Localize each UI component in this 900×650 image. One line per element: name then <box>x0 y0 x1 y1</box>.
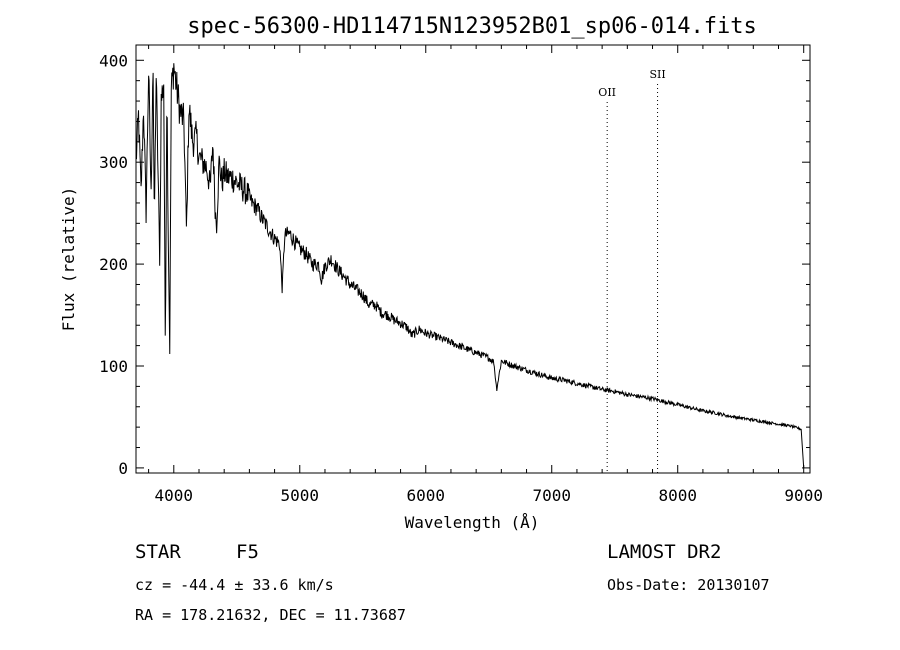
spectrum-line <box>135 63 805 468</box>
x-tick-label: 7000 <box>532 486 571 505</box>
coordinates: RA = 178.21632, DEC = 11.73687 <box>135 606 406 624</box>
x-tick-label: 6000 <box>406 486 445 505</box>
y-axis: 0 100 200 300 400 <box>99 51 810 478</box>
x-tick-label: 4000 <box>155 486 194 505</box>
y-tick-label: 100 <box>99 357 128 376</box>
x-tick-label: 9000 <box>784 486 823 505</box>
x-axis: 4000 5000 6000 7000 8000 9000 <box>148 45 823 505</box>
y-tick-label: 0 <box>118 459 128 478</box>
x-axis-label: Wavelength (Å) <box>405 513 540 532</box>
y-axis-label: Flux (relative) <box>59 187 78 332</box>
y-tick-label: 400 <box>99 51 128 70</box>
y-tick-label: 200 <box>99 255 128 274</box>
x-tick-label: 5000 <box>281 486 320 505</box>
y-tick-label: 300 <box>99 153 128 172</box>
survey-name: LAMOST DR2 <box>607 541 722 563</box>
object-class: STAR <box>135 541 181 563</box>
redshift-value: cz = -44.4 ± 33.6 km/s <box>135 576 334 594</box>
chart-title: spec-56300-HD114715N123952B01_sp06-014.f… <box>187 14 757 39</box>
x-tick-label: 8000 <box>658 486 697 505</box>
line-marker-label: SII <box>649 68 665 81</box>
spectral-subclass: F5 <box>236 541 259 563</box>
line-marker-label: OII <box>598 86 616 99</box>
emission-line-markers: OII SII <box>598 68 666 473</box>
observation-date: Obs-Date: 20130107 <box>607 576 770 594</box>
plot-frame <box>135 44 811 474</box>
